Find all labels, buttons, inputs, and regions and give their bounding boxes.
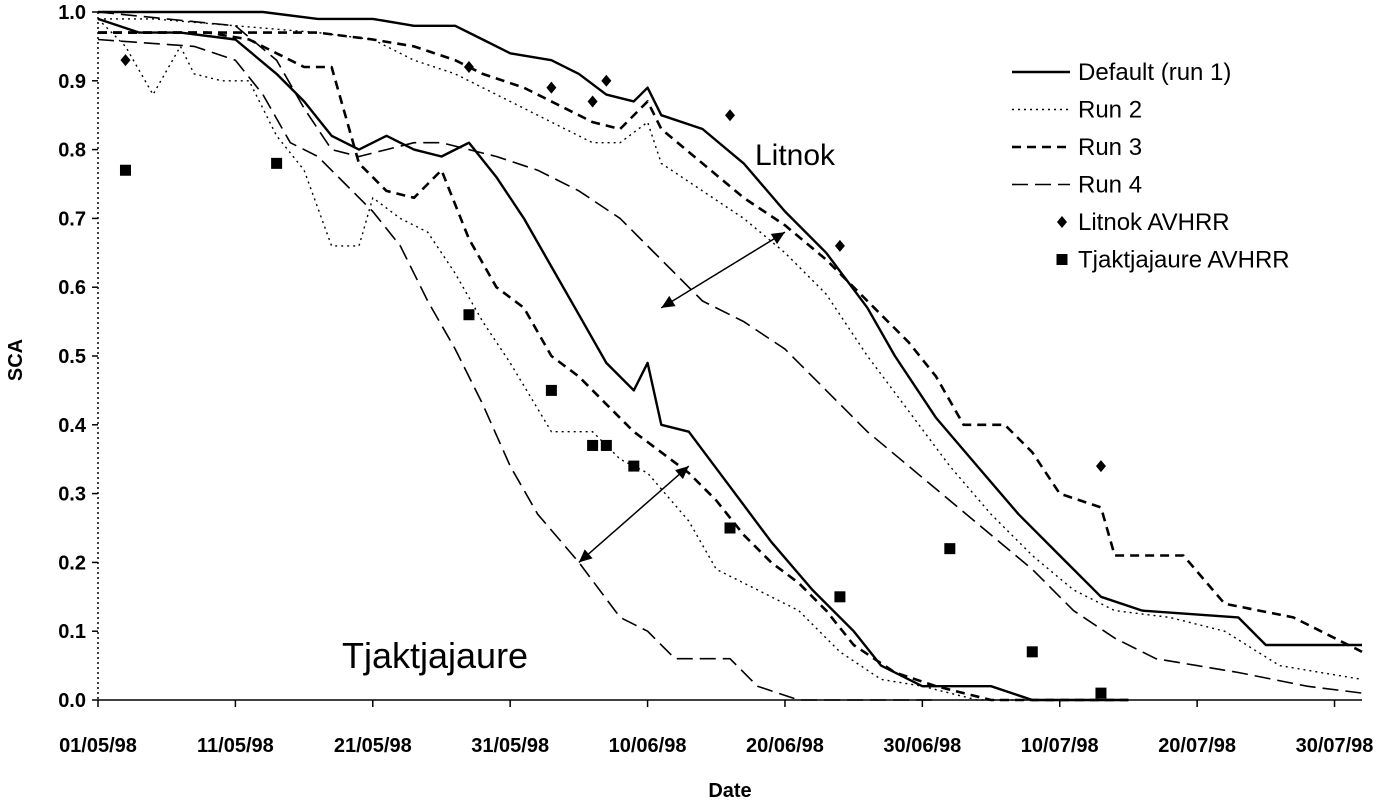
- tjaktjajaure-avhrr-point: [600, 439, 612, 451]
- y-tick-label: 0.1: [58, 621, 86, 643]
- y-tick-label: 0.5: [58, 346, 86, 368]
- tjaktjajaure-avhrr-point: [587, 439, 599, 451]
- tjaktjajaure-avhrr-point: [545, 384, 557, 396]
- x-tick-label: 10/06/98: [609, 735, 687, 757]
- litnok-avhrr-point: [587, 95, 598, 108]
- x-tick-label: 20/07/98: [1158, 735, 1236, 757]
- x-tick-label: 20/06/98: [746, 735, 824, 757]
- tjaktjajaure-avhrr-point: [834, 591, 846, 603]
- arrow-head: [661, 295, 676, 308]
- x-tick-label: 30/06/98: [883, 735, 961, 757]
- series-tjaktjajaure-run-2: [97, 18, 1129, 701]
- litnok-avhrr-point: [546, 81, 557, 94]
- legend-item: Litnok AVHRR: [1057, 209, 1230, 236]
- plot-area: 0.0 0.1 0.2 0.3 0.4 0.5 0.6 0.7 0.8 0.9 1.0 01/05/…: [58, 2, 1373, 757]
- y-axis-title: SCA: [5, 339, 27, 381]
- legend-marker: [1057, 216, 1067, 228]
- annotation-litnok: Litnok: [755, 139, 836, 172]
- x-tick-label: 11/05/98: [197, 735, 274, 757]
- legend-item: Run 4: [1012, 172, 1142, 199]
- series-tjaktjajaure-default-run-1: [97, 17, 1129, 702]
- legend-label: Run 4: [1078, 172, 1142, 199]
- y-tick-label: 0.6: [58, 277, 86, 299]
- avhrr-markers: [119, 54, 1107, 699]
- legend-label: Tjaktjajaure AVHRR: [1078, 247, 1290, 274]
- tjaktjajaure-avhrr-point: [119, 164, 131, 176]
- legend-label: Run 3: [1078, 134, 1142, 161]
- legend-item: Run 2: [1012, 97, 1142, 124]
- legend-item: Default (run 1): [1012, 59, 1231, 86]
- x-axis-title: Date: [708, 780, 751, 802]
- annotation-arrows: [578, 231, 786, 563]
- tjaktjajaure-avhrr-point: [944, 543, 956, 555]
- legend-label: Default (run 1): [1078, 59, 1231, 86]
- litnok-avhrr-point: [725, 109, 735, 122]
- legend-item: Tjaktjajaure AVHRR: [1056, 247, 1290, 274]
- y-axis-ticks: 0.0 0.1 0.2 0.3 0.4 0.5 0.6 0.7 0.8 0.9 1.0: [58, 2, 98, 712]
- arrow-shaft: [578, 465, 690, 563]
- litnok-avhrr-point: [1095, 460, 1106, 473]
- y-tick-label: 0.9: [58, 71, 86, 93]
- series-tjaktjajaure-run-4: [97, 38, 937, 701]
- x-tick-label: 30/07/98: [1296, 735, 1374, 757]
- x-tick-label: 21/05/98: [334, 735, 412, 757]
- legend-item: Run 3: [1012, 134, 1142, 161]
- arrow-head: [770, 232, 785, 245]
- y-tick-label: 1.0: [58, 2, 86, 24]
- series-litnok-default-run-1: [98, 10, 1362, 647]
- litnok-avhrr-point: [463, 61, 474, 74]
- x-tick-label: 01/05/98: [59, 735, 137, 757]
- y-tick-label: 0.0: [58, 690, 86, 712]
- tjaktjajaure-avhrr-point: [628, 460, 640, 472]
- x-axis-ticks: 01/05/98 11/05/98 21/05/98 31/05/98 10/06/98…: [59, 700, 1373, 757]
- x-tick-label: 10/07/98: [1021, 735, 1099, 757]
- y-tick-label: 0.2: [58, 552, 86, 574]
- series-lines: [97, 10, 1363, 702]
- y-tick-label: 0.8: [58, 140, 86, 162]
- arrow-tjaktjajaure: [578, 465, 690, 563]
- series-tjaktjajaure-run-3: [98, 31, 1129, 702]
- y-tick-label: 0.3: [58, 484, 86, 506]
- litnok-avhrr-point: [601, 74, 612, 87]
- arrow-head: [675, 466, 689, 480]
- annotation-tjaktjajaure: Tjaktjajaure: [342, 635, 528, 676]
- legend-label: Litnok AVHRR: [1078, 209, 1230, 236]
- legend-marker: [1056, 254, 1068, 265]
- arrow-litnok: [660, 231, 786, 309]
- series-litnok-run-2: [98, 18, 1363, 681]
- series-litnok-run-4: [97, 11, 1363, 694]
- arrow-shaft: [660, 231, 786, 309]
- litnok-avhrr-point: [120, 54, 131, 67]
- tjaktjajaure-avhrr-point: [1095, 687, 1107, 699]
- y-tick-label: 0.7: [58, 208, 86, 230]
- tjaktjajaure-avhrr-point: [1026, 646, 1038, 658]
- legend: Default (run 1) Run 2 Run 3 Run 4 Litnok AVH…: [1012, 59, 1290, 274]
- y-tick-label: 0.4: [58, 415, 87, 437]
- litnok-avhrr-point: [834, 239, 845, 252]
- tjaktjajaure-avhrr-point: [724, 522, 736, 534]
- x-tick-label: 31/05/98: [471, 735, 549, 757]
- tjaktjajaure-avhrr-point: [463, 309, 475, 321]
- series-litnok-run-3: [98, 31, 1363, 653]
- arrow-head: [578, 549, 593, 563]
- tjaktjajaure-avhrr-point: [271, 157, 283, 169]
- legend-label: Run 2: [1078, 97, 1142, 124]
